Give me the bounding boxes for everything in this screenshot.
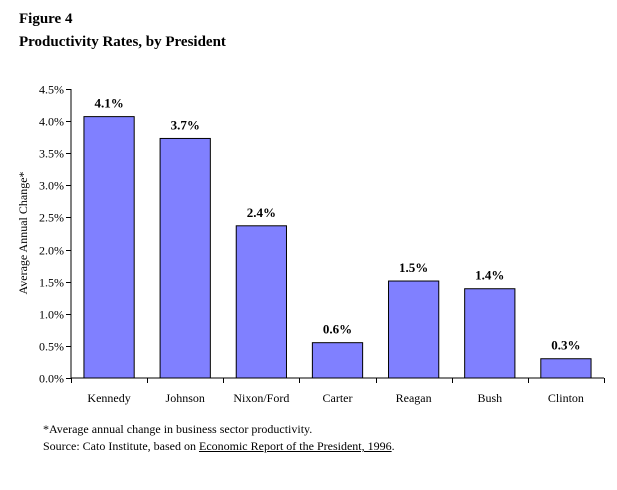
- data-label: 4.1%: [94, 96, 123, 111]
- source-suffix: .: [391, 439, 395, 453]
- y-tick-label: 4.0%: [39, 115, 64, 129]
- x-tick-label: Nixon/Ford: [233, 391, 289, 405]
- data-label: 1.5%: [399, 260, 428, 275]
- y-tick-label: 1.5%: [39, 276, 64, 290]
- x-tick-label: Clinton: [548, 391, 584, 405]
- figure-label: Figure 4: [19, 11, 73, 27]
- bar-clinton: [540, 358, 592, 379]
- chart-title: Productivity Rates, by President: [19, 34, 226, 50]
- y-axis-label-group: Average Annual Change*: [16, 171, 30, 294]
- y-tick-label: 3.5%: [39, 147, 64, 161]
- x-tick-label: Johnson: [166, 391, 205, 405]
- footnote: *Average annual change in business secto…: [43, 421, 395, 455]
- data-label: 3.7%: [171, 117, 200, 132]
- y-axis-label: Average Annual Change*: [16, 171, 30, 294]
- x-tick-label: Bush: [477, 391, 502, 405]
- data-label: 0.3%: [551, 338, 580, 353]
- bar-reagan: [388, 280, 440, 379]
- footnote-source: Source: Cato Institute, based on Economi…: [43, 438, 395, 455]
- y-tick-label: 1.0%: [39, 308, 64, 322]
- bar-kennedy: [83, 116, 135, 379]
- bar-johnson: [159, 137, 211, 379]
- data-label: 0.6%: [323, 322, 352, 337]
- bar-bush: [464, 288, 516, 379]
- data-label: 2.4%: [247, 205, 276, 220]
- footnote-note: *Average annual change in business secto…: [43, 422, 313, 436]
- source-link[interactable]: Economic Report of the President, 1996: [198, 439, 392, 453]
- x-tick-label: Carter: [323, 391, 353, 405]
- bar-carter: [311, 342, 364, 379]
- y-tick-label: 0.0%: [39, 372, 64, 386]
- plot-area: 0.0% 0.5% 1.0% 1.5% 2.0% 2.5% 3.0% 3.5% 4.0% 4.5%…: [39, 83, 605, 405]
- bar-nixonford: [235, 225, 287, 379]
- y-tick-label: 3.0%: [39, 179, 64, 193]
- y-tick-label: 2.0%: [39, 244, 64, 258]
- y-tick-label: 0.5%: [39, 340, 64, 354]
- x-tick-label: Kennedy: [87, 391, 130, 405]
- source-prefix: Source: Cato Institute, based on: [43, 439, 199, 453]
- y-tick-label: 2.5%: [39, 211, 64, 225]
- x-tick-label: Reagan: [396, 391, 432, 405]
- y-tick-label: 4.5%: [39, 83, 64, 97]
- data-label: 1.4%: [475, 268, 504, 283]
